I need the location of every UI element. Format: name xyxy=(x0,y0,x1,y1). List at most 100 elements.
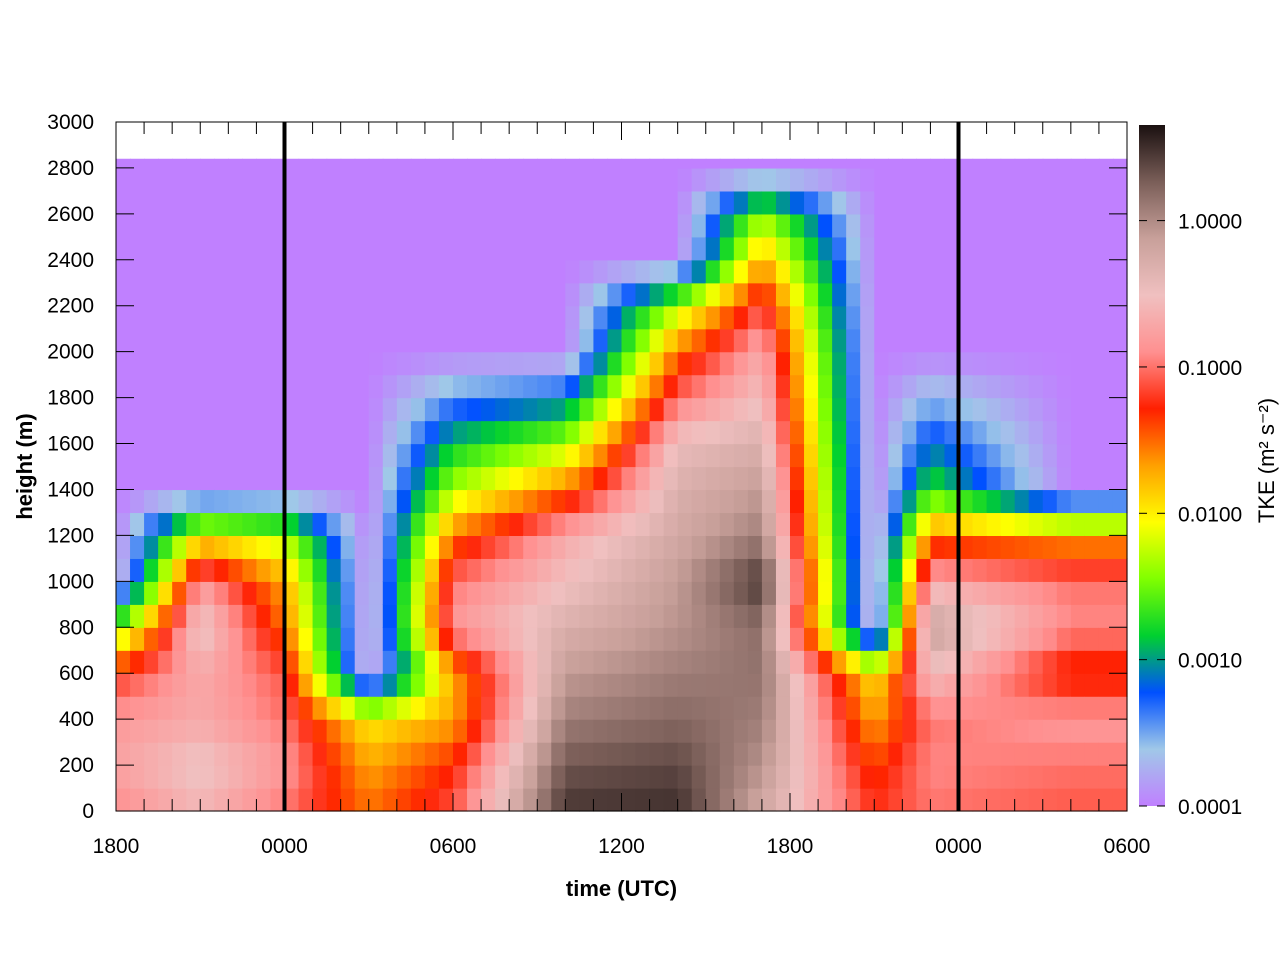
heatmap-cell xyxy=(916,627,932,651)
heatmap-cell xyxy=(902,213,917,238)
heatmap-cell xyxy=(832,158,847,169)
heatmap-cell xyxy=(523,627,538,651)
heatmap-cell xyxy=(270,213,286,238)
heatmap-cell xyxy=(214,558,229,582)
heatmap-cell xyxy=(495,604,510,628)
heatmap-cell xyxy=(200,696,215,720)
heatmap-cell xyxy=(467,673,482,697)
heatmap-cell xyxy=(354,443,370,468)
heatmap-cell xyxy=(691,581,707,605)
heatmap-cell xyxy=(1014,351,1030,376)
heatmap-cell xyxy=(1056,282,1072,307)
heatmap-cell xyxy=(790,558,805,582)
heatmap-cell xyxy=(270,466,286,491)
heatmap-cell xyxy=(986,719,1002,743)
heatmap-cell xyxy=(635,236,651,261)
heatmap-cell xyxy=(944,305,960,330)
heatmap-cell xyxy=(649,397,665,422)
heatmap-cell xyxy=(228,466,243,491)
heatmap-cell xyxy=(200,236,215,261)
heatmap-cell xyxy=(242,627,258,651)
heatmap-cell xyxy=(986,696,1002,720)
heatmap-cell xyxy=(410,788,426,812)
heatmap-cell xyxy=(144,236,159,261)
heatmap-cell xyxy=(214,627,229,651)
heatmap-cell xyxy=(453,719,468,743)
heatmap-cell xyxy=(958,167,974,192)
heatmap-cell xyxy=(775,328,791,353)
heatmap-cell xyxy=(467,627,482,651)
heatmap-cell xyxy=(368,558,384,582)
heatmap-cell xyxy=(354,788,370,812)
heatmap-cell xyxy=(635,374,651,399)
heatmap-cell xyxy=(1014,328,1030,353)
heatmap-cell xyxy=(495,397,510,422)
heatmap-cell xyxy=(1000,158,1016,169)
heatmap-cell xyxy=(804,420,819,445)
heatmap-cell xyxy=(1000,374,1016,399)
heatmap-cell xyxy=(888,627,903,651)
heatmap-cell xyxy=(761,719,777,743)
heatmap-cell xyxy=(944,627,960,651)
heatmap-cell xyxy=(846,558,861,582)
heatmap-cell xyxy=(719,535,735,559)
heatmap-cell xyxy=(747,443,763,468)
heatmap-cell xyxy=(775,489,791,514)
heatmap-cell xyxy=(832,788,847,812)
heatmap-cell xyxy=(284,351,300,376)
heatmap-cell xyxy=(495,788,510,812)
heatmap-cell xyxy=(1000,512,1016,536)
heatmap-cell xyxy=(298,158,314,169)
heatmap-cell xyxy=(986,236,1002,261)
heatmap-cell xyxy=(944,158,960,169)
heatmap-cell xyxy=(1084,742,1100,766)
heatmap-cell xyxy=(986,305,1002,330)
heatmap-cell xyxy=(551,581,566,605)
heatmap-cell xyxy=(579,719,595,743)
heatmap-cell xyxy=(579,259,595,284)
heatmap-cell xyxy=(396,190,412,215)
heatmap-cell xyxy=(635,305,651,330)
heatmap-cell xyxy=(916,328,932,353)
heatmap-cell xyxy=(228,167,243,192)
heatmap-cell xyxy=(635,328,651,353)
heatmap-cell xyxy=(410,236,426,261)
heatmap-cell xyxy=(410,719,426,743)
heatmap-cell xyxy=(453,558,468,582)
heatmap-cell xyxy=(818,282,833,307)
heatmap-cell xyxy=(1014,719,1030,743)
heatmap-cell xyxy=(579,535,595,559)
heatmap-cell xyxy=(438,604,454,628)
heatmap-cell xyxy=(972,742,988,766)
heatmap-cell xyxy=(256,259,272,284)
heatmap-cell xyxy=(593,765,609,789)
heatmap-cell xyxy=(523,466,538,491)
heatmap-cell xyxy=(649,167,665,192)
heatmap-cell xyxy=(719,167,735,192)
heatmap-cell xyxy=(1098,259,1114,284)
heatmap-cell xyxy=(607,650,623,674)
heatmap-cell xyxy=(593,719,609,743)
heatmap-cell xyxy=(818,167,833,192)
heatmap-cell xyxy=(495,351,510,376)
heatmap-cell xyxy=(1028,420,1044,445)
heatmap-cell xyxy=(523,558,538,582)
heatmap-cell xyxy=(804,673,819,697)
heatmap-cell xyxy=(747,719,763,743)
heatmap-cell xyxy=(916,374,932,399)
heatmap-cell xyxy=(916,420,932,445)
heatmap-cell xyxy=(172,788,187,812)
heatmap-cell xyxy=(495,282,510,307)
heatmap-cell xyxy=(790,696,805,720)
heatmap-cell xyxy=(438,466,454,491)
heatmap-cell xyxy=(958,650,974,674)
heatmap-cell xyxy=(453,512,468,536)
heatmap-cell xyxy=(1070,719,1086,743)
heatmap-cell xyxy=(368,719,384,743)
heatmap-cell xyxy=(340,328,356,353)
heatmap-cell xyxy=(186,581,201,605)
heatmap-cell xyxy=(340,788,356,812)
heatmap-cell xyxy=(579,489,595,514)
heatmap-cell xyxy=(438,282,454,307)
heatmap-cell xyxy=(607,788,623,812)
